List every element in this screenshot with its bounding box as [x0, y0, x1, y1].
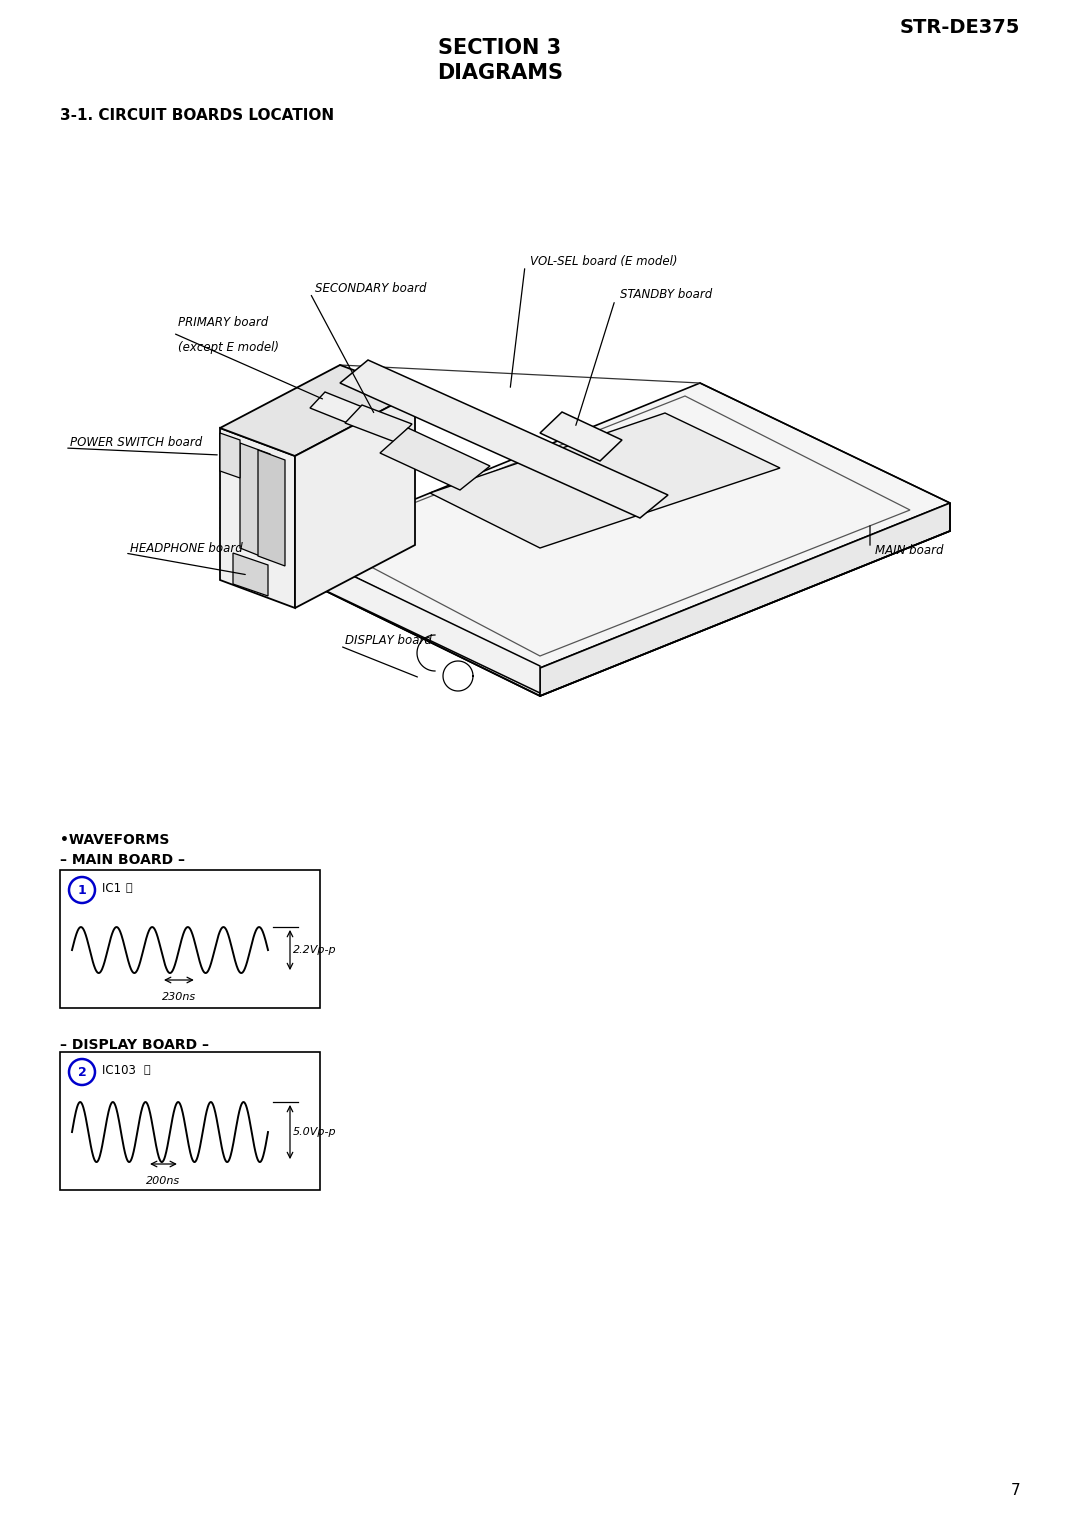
Polygon shape [220, 432, 240, 478]
Text: PRIMARY board: PRIMARY board [178, 316, 268, 330]
Polygon shape [295, 393, 415, 608]
Polygon shape [295, 384, 950, 668]
Polygon shape [240, 443, 270, 559]
Text: (except E model): (except E model) [178, 341, 279, 354]
Polygon shape [233, 553, 268, 596]
Text: POWER SWITCH board: POWER SWITCH board [70, 437, 202, 449]
Text: DISPLAY board: DISPLAY board [345, 634, 432, 648]
Text: •WAVEFORMS: •WAVEFORMS [60, 833, 170, 847]
Text: 2.2Vp-p: 2.2Vp-p [293, 944, 337, 955]
Text: SECTION 3: SECTION 3 [438, 38, 562, 58]
Text: 7: 7 [1011, 1484, 1020, 1497]
Text: IC103: IC103 [102, 1063, 139, 1077]
Text: – DISPLAY BOARD –: – DISPLAY BOARD – [60, 1038, 210, 1051]
Text: STANDBY board: STANDBY board [620, 289, 712, 301]
Text: 230ns: 230ns [162, 992, 195, 1002]
Polygon shape [220, 428, 295, 608]
Polygon shape [295, 549, 540, 695]
Text: ⓜ: ⓜ [125, 883, 132, 892]
Text: STR-DE375: STR-DE375 [900, 18, 1020, 37]
Polygon shape [295, 549, 540, 694]
Polygon shape [540, 413, 622, 461]
Text: HEADPHONE board: HEADPHONE board [130, 541, 243, 555]
Text: IC1: IC1 [102, 882, 125, 894]
Text: MAIN board: MAIN board [875, 544, 944, 556]
Polygon shape [258, 451, 285, 565]
Polygon shape [430, 413, 780, 549]
Bar [60, 1051, 320, 1190]
Polygon shape [340, 361, 669, 518]
Text: VOL-SEL board (E model): VOL-SEL board (E model) [530, 255, 677, 267]
Polygon shape [310, 393, 370, 426]
Text: 1: 1 [78, 883, 86, 897]
Text: ⓛ: ⓛ [143, 1065, 150, 1076]
Bar [60, 869, 320, 1008]
Text: DIAGRAMS: DIAGRAMS [437, 63, 563, 83]
Polygon shape [540, 503, 950, 695]
Text: SECONDARY board: SECONDARY board [315, 281, 427, 295]
Text: 3-1. CIRCUIT BOARDS LOCATION: 3-1. CIRCUIT BOARDS LOCATION [60, 108, 334, 122]
Text: 2: 2 [78, 1065, 86, 1079]
Text: 5.0Vp-p: 5.0Vp-p [293, 1128, 337, 1137]
Text: 200ns: 200ns [147, 1177, 180, 1186]
Polygon shape [345, 405, 411, 442]
Text: – MAIN BOARD –: – MAIN BOARD – [60, 853, 185, 866]
Polygon shape [380, 428, 490, 490]
Polygon shape [220, 365, 415, 455]
